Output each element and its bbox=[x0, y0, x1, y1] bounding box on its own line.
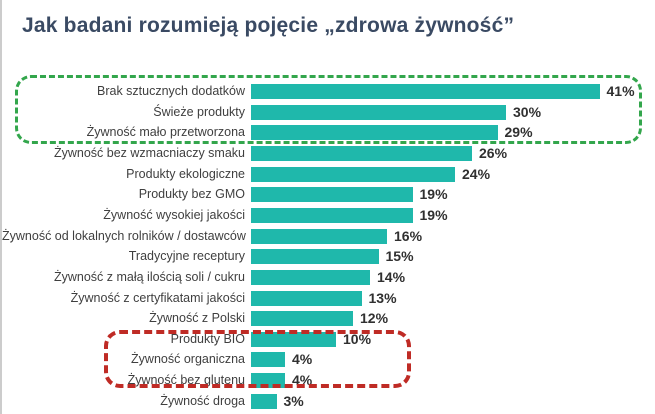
chart-title: Jak badani rozumieją pojęcie „zdrowa żyw… bbox=[22, 14, 515, 37]
category-label: Żywność wysokiej jakości bbox=[103, 208, 245, 222]
value-label: 3% bbox=[283, 393, 304, 409]
bar bbox=[251, 249, 379, 264]
category-label: Brak sztucznych dodatków bbox=[97, 84, 245, 98]
value-label: 19% bbox=[419, 207, 448, 223]
bar bbox=[251, 352, 285, 367]
bar bbox=[251, 146, 472, 161]
value-label: 24% bbox=[462, 166, 491, 182]
bar bbox=[251, 373, 285, 388]
chart-row: Świeże produkty 30% bbox=[2, 105, 541, 120]
value-label: 29% bbox=[504, 124, 533, 140]
category-label: Żywność z małą ilością soli / cukru bbox=[53, 270, 245, 284]
category-label: Żywność z Polski bbox=[149, 311, 245, 325]
chart-row: Produkty bez GMO 19% bbox=[2, 187, 448, 202]
value-label: 30% bbox=[513, 104, 542, 120]
chart-row: Żywność z Polski 12% bbox=[2, 311, 388, 326]
bar bbox=[251, 167, 455, 182]
chart-row: Produkty BIO 10% bbox=[2, 332, 371, 347]
bar bbox=[251, 125, 498, 140]
bar bbox=[251, 105, 506, 120]
value-label: 26% bbox=[479, 145, 508, 161]
value-label: 19% bbox=[419, 186, 448, 202]
category-label: Świeże produkty bbox=[153, 105, 245, 119]
chart-row: Żywność z certyfikatami jakości 13% bbox=[2, 291, 397, 306]
category-label: Żywność droga bbox=[160, 394, 245, 408]
bar bbox=[251, 229, 387, 244]
chart-row: Tradycyjne receptury 15% bbox=[2, 249, 414, 264]
chart-row: Żywność organiczna 4% bbox=[2, 352, 312, 367]
bar bbox=[251, 270, 370, 285]
chart-row: Brak sztucznych dodatków 41% bbox=[2, 84, 635, 99]
category-label: Żywność od lokalnych rolników / dostawcó… bbox=[2, 229, 246, 243]
bar bbox=[251, 332, 336, 347]
bar bbox=[251, 394, 277, 409]
chart-row: Żywność z małą ilością soli / cukru 14% bbox=[2, 270, 405, 285]
category-label: Żywność z certyfikatami jakości bbox=[70, 291, 245, 305]
category-label: Żywność mało przetworzona bbox=[86, 125, 245, 139]
value-label: 14% bbox=[377, 269, 406, 285]
category-label: Tradycyjne receptury bbox=[128, 249, 245, 263]
value-label: 41% bbox=[606, 83, 635, 99]
chart-row: Żywność bez glutenu 4% bbox=[2, 373, 312, 388]
category-label: Żywność bez wzmacniaczy smaku bbox=[53, 146, 245, 160]
chart-row: Żywność droga 3% bbox=[2, 394, 304, 409]
value-label: 10% bbox=[343, 331, 372, 347]
chart-row: Żywność mało przetworzona 29% bbox=[2, 125, 533, 140]
chart-row: Produkty ekologiczne 24% bbox=[2, 167, 490, 182]
value-label: 16% bbox=[394, 228, 423, 244]
chart-row: Żywność wysokiej jakości 19% bbox=[2, 208, 448, 223]
bar bbox=[251, 84, 600, 99]
bar bbox=[251, 311, 353, 326]
bar bbox=[251, 208, 413, 223]
value-label: 12% bbox=[360, 310, 389, 326]
category-label: Produkty bez GMO bbox=[138, 187, 245, 201]
category-label: Produkty ekologiczne bbox=[126, 167, 245, 181]
value-label: 15% bbox=[385, 248, 414, 264]
category-label: Żywność bez glutenu bbox=[127, 373, 245, 387]
category-label: Żywność organiczna bbox=[131, 352, 245, 366]
chart-row: Żywność od lokalnych rolników / dostawcó… bbox=[2, 229, 422, 244]
bar bbox=[251, 291, 362, 306]
value-label: 4% bbox=[292, 372, 313, 388]
bar bbox=[251, 187, 413, 202]
category-label: Produkty BIO bbox=[170, 332, 245, 346]
value-label: 13% bbox=[368, 290, 397, 306]
chart-row: Żywność bez wzmacniaczy smaku 26% bbox=[2, 146, 507, 161]
value-label: 4% bbox=[292, 351, 313, 367]
